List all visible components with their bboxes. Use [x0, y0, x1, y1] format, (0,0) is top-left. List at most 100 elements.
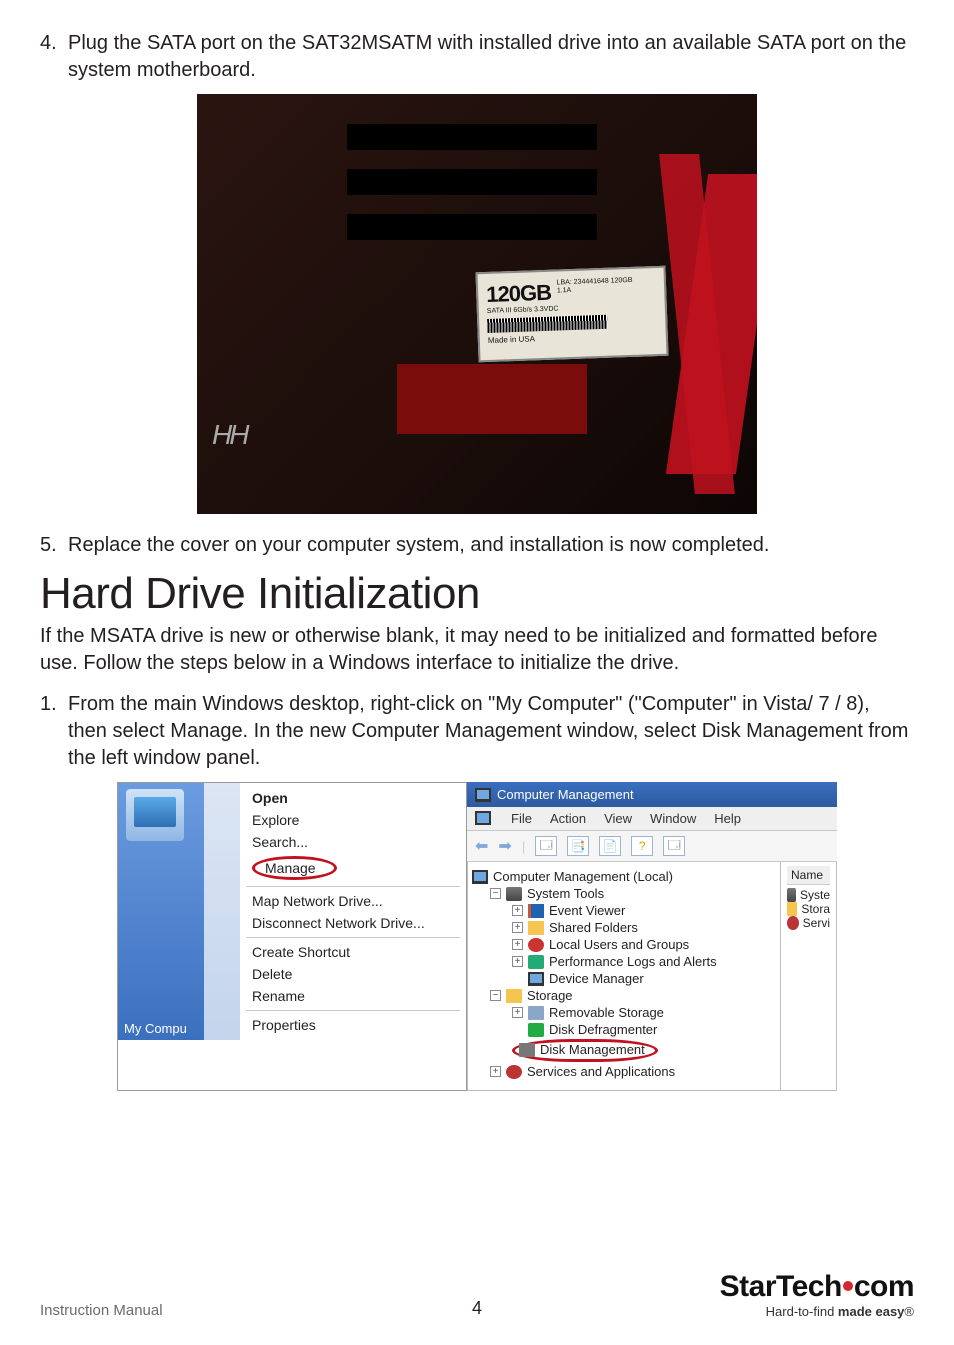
mgmt-tree: Computer Management (Local) − System Too… — [468, 862, 780, 1090]
heatsink-marking: HH — [212, 419, 292, 474]
ssd-barcode — [487, 315, 607, 333]
disk-mgmt-highlight-oval: Disk Management — [512, 1039, 658, 1062]
tree-services-apps[interactable]: + Services and Applications — [472, 1063, 776, 1080]
removable-icon — [528, 1006, 544, 1020]
step-1: 1. From the main Windows desktop, right-… — [40, 691, 914, 772]
tree-defragmenter[interactable]: Disk Defragmenter — [472, 1021, 776, 1038]
folder-icon — [528, 921, 544, 935]
tree-label: Device Manager — [549, 971, 644, 986]
my-computer-icon — [126, 789, 184, 841]
ctx-item-properties[interactable]: Properties — [240, 1014, 466, 1036]
section-heading: Hard Drive Initialization — [40, 569, 914, 619]
tree-root[interactable]: Computer Management (Local) — [472, 868, 776, 885]
mgmt-toolbar: ⬅ ➡ | 🗔 📑 📄 ? 🗔 — [467, 831, 837, 862]
tree-local-users[interactable]: + Local Users and Groups — [472, 936, 776, 953]
mgmt-right-pane: Name Syste Stora Servi — [780, 862, 836, 1090]
users-icon — [528, 938, 544, 952]
tree-label: Event Viewer — [549, 903, 625, 918]
ctx-item-shortcut[interactable]: Create Shortcut — [240, 941, 466, 963]
ssd-made-in: Made in USA — [488, 330, 658, 345]
tree-event-viewer[interactable]: + Event Viewer — [472, 902, 776, 919]
defrag-icon — [528, 1023, 544, 1037]
step-5: 5. Replace the cover on your computer sy… — [40, 532, 914, 559]
collapse-icon[interactable]: − — [490, 990, 501, 1001]
footer-page-number: 4 — [472, 1298, 482, 1319]
services-icon — [506, 1065, 522, 1079]
menu-view[interactable]: View — [604, 811, 632, 826]
back-icon[interactable]: ⬅ — [475, 836, 488, 856]
tools-icon — [506, 887, 522, 901]
computer-management-screenshot: Computer Management File Action View Win… — [467, 782, 837, 1091]
ctx-item-explore[interactable]: Explore — [240, 809, 466, 831]
disk-mgmt-icon — [519, 1043, 535, 1057]
step-1-number: 1. — [40, 691, 68, 772]
forward-icon[interactable]: ➡ — [498, 836, 511, 856]
tagline-a: Hard-to-find — [766, 1304, 838, 1319]
collapse-icon[interactable]: − — [490, 888, 501, 899]
expand-icon[interactable]: + — [512, 922, 523, 933]
brand-part-a: StarTech — [720, 1270, 842, 1304]
pci-slot — [347, 214, 597, 240]
ctx-separator — [246, 937, 460, 938]
toolbar-button[interactable]: 🗔 — [663, 836, 685, 856]
manage-highlight-oval: Manage — [252, 856, 337, 880]
right-item[interactable]: Servi — [803, 916, 830, 930]
menu-help[interactable]: Help — [714, 811, 741, 826]
menu-window[interactable]: Window — [650, 811, 696, 826]
tree-perf-logs[interactable]: +Performance Logs and Alerts — [472, 953, 776, 970]
toolbar-button[interactable]: 📑 — [567, 836, 589, 856]
expand-icon[interactable]: + — [512, 905, 523, 916]
ctx-item-map-drive[interactable]: Map Network Drive... — [240, 890, 466, 912]
mgmt-titlebar: Computer Management — [467, 782, 837, 807]
step-1-text: From the main Windows desktop, right-cli… — [68, 691, 914, 772]
tree-shared-folders[interactable]: + Shared Folders — [472, 919, 776, 936]
motherboard-photo-wrap: 120GB LBA: 234441648 120GB 1.1A SATA III… — [40, 94, 914, 514]
tree-label: Shared Folders — [549, 920, 638, 935]
tree-label: Local Users and Groups — [549, 937, 689, 952]
expand-icon[interactable]: + — [512, 956, 523, 967]
tree-label: Disk Management — [540, 1042, 645, 1057]
expand-icon[interactable]: + — [512, 939, 523, 950]
section-intro: If the MSATA drive is new or otherwise b… — [40, 623, 914, 677]
menu-action[interactable]: Action — [550, 811, 586, 826]
ctx-item-delete[interactable]: Delete — [240, 963, 466, 985]
my-computer-label: My Compu — [124, 1021, 187, 1036]
ctx-item-search[interactable]: Search... — [240, 831, 466, 853]
context-menu-gutter — [204, 783, 240, 1040]
brand-dot-icon — [843, 1281, 853, 1291]
right-pane-header: Name — [787, 866, 830, 885]
ctx-separator — [246, 886, 460, 887]
tree-storage[interactable]: − Storage — [472, 987, 776, 1004]
ctx-item-disconnect-drive[interactable]: Disconnect Network Drive... — [240, 912, 466, 934]
mgmt-menubar: File Action View Window Help — [467, 807, 837, 831]
right-item[interactable]: Stora — [801, 902, 830, 916]
expand-icon[interactable]: + — [512, 1007, 523, 1018]
menu-file[interactable]: File — [511, 811, 532, 826]
toolbar-help-icon[interactable]: ? — [631, 836, 653, 856]
device-mgr-icon — [528, 972, 544, 986]
ctx-item-open[interactable]: Open — [240, 787, 466, 809]
toolbar-button[interactable]: 🗔 — [535, 836, 557, 856]
brand-tagline: Hard-to-find made easy® — [720, 1304, 914, 1319]
ctx-item-manage[interactable]: Manage — [240, 853, 466, 883]
tree-device-mgr[interactable]: Device Manager — [472, 970, 776, 987]
toolbar-button[interactable]: 📄 — [599, 836, 621, 856]
mgmt-title-text: Computer Management — [497, 787, 634, 802]
ctx-item-rename[interactable]: Rename — [240, 985, 466, 1007]
expand-icon[interactable]: + — [490, 1066, 501, 1077]
screenshot-row: My Compu Open Explore Search... Manage M… — [40, 782, 914, 1091]
page-footer: Instruction Manual 4 StarTech com Hard-t… — [40, 1270, 914, 1319]
right-item-icon — [787, 902, 797, 916]
tree-removable-storage[interactable]: +Removable Storage — [472, 1004, 776, 1021]
red-pcb-area — [397, 364, 587, 434]
menubar-icon — [475, 811, 491, 825]
context-menu-items: Open Explore Search... Manage Map Networ… — [240, 783, 466, 1040]
right-item[interactable]: Syste — [800, 888, 830, 902]
tree-disk-management[interactable]: Disk Management — [472, 1038, 776, 1063]
brand-wordmark: StarTech com — [720, 1270, 914, 1304]
tree-system-tools[interactable]: − System Tools — [472, 885, 776, 902]
ssd-capacity: 120GB — [486, 280, 552, 308]
mgmt-body: Computer Management (Local) − System Too… — [467, 862, 837, 1091]
step-5-number: 5. — [40, 532, 68, 559]
step-4-number: 4. — [40, 30, 68, 84]
